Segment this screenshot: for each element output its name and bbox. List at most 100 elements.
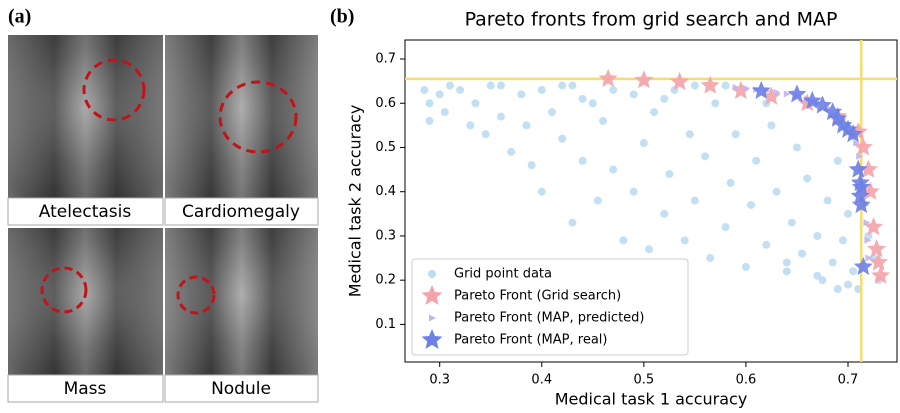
x-tick-label: 0.3 — [429, 373, 450, 388]
axes-frame — [404, 39, 898, 363]
grid-point — [711, 99, 720, 108]
grid-point — [568, 218, 577, 227]
star-point — [850, 186, 870, 205]
caption: Cardiomegaly — [182, 202, 300, 222]
grid-point — [507, 147, 516, 156]
star-point — [871, 265, 891, 284]
grid-point — [813, 231, 822, 240]
grid-point — [660, 94, 669, 103]
panel-label: (b) — [330, 6, 354, 28]
grid-point — [650, 108, 659, 117]
y-axis-label: Medical task 2 accuracy — [346, 105, 365, 298]
star-point — [598, 68, 618, 87]
grid-point — [588, 99, 597, 108]
star-point — [634, 70, 654, 89]
triangle-point — [773, 88, 781, 96]
grid-point — [721, 81, 730, 90]
grid-point — [599, 116, 608, 125]
triangle-point — [856, 152, 864, 160]
y-tick-label: 0.5 — [375, 140, 396, 155]
chart-title: Pareto fronts from grid search and MAP — [465, 9, 838, 31]
grid-point — [537, 85, 546, 94]
grid-point — [629, 187, 638, 196]
grid-point — [833, 156, 842, 165]
grid-point — [685, 130, 694, 139]
grid-point — [593, 196, 602, 205]
grid-point — [527, 161, 536, 170]
star-point — [848, 159, 868, 178]
grid-point — [706, 254, 715, 263]
star-point — [851, 195, 871, 214]
grid-point — [792, 143, 801, 152]
legend-label: Pareto Front (Grid search) — [454, 289, 621, 304]
grid-point — [639, 139, 648, 148]
grid-point — [558, 134, 567, 143]
xray-panel: Atelectasis Cardiomegaly Mass Nodule — [7, 35, 319, 403]
star-point — [421, 285, 443, 305]
triangle-point — [742, 84, 750, 92]
grid-point — [803, 174, 812, 183]
x-tick-label: 0.4 — [531, 373, 552, 388]
grid-point — [420, 85, 429, 94]
star-point — [670, 72, 690, 91]
grid-point — [629, 90, 638, 99]
grid-point — [558, 81, 567, 90]
grid-point — [456, 85, 465, 94]
y-tick-label: 0.2 — [375, 273, 396, 288]
plot-area: 0.3 0.4 0.5 0.6 0.7 0.1 0.2 0.3 0.4 0.5 0.6 0.7 Grid… — [375, 39, 898, 388]
star-point — [853, 137, 873, 156]
grid-point — [690, 81, 699, 90]
grid-point — [726, 178, 735, 187]
triangle-point — [429, 314, 436, 322]
grid-point — [721, 223, 730, 232]
grid-point — [741, 262, 750, 271]
grid-point — [445, 81, 454, 90]
grid-point — [680, 236, 689, 245]
grid-point — [844, 209, 853, 218]
grid-point — [833, 285, 842, 294]
panel-label: (a) — [8, 6, 31, 28]
grid-point — [701, 152, 710, 161]
grid-point — [813, 271, 822, 280]
star-point — [853, 256, 873, 275]
y-tick-label: 0.6 — [375, 96, 396, 111]
grid-point — [838, 236, 847, 245]
grid-point — [762, 240, 771, 249]
grid-point — [486, 81, 495, 90]
grid-point — [481, 130, 490, 139]
star-point — [700, 75, 720, 94]
star-point — [421, 329, 443, 349]
triangle-point — [853, 139, 861, 147]
star-point — [867, 239, 887, 258]
triangle-point — [732, 83, 740, 91]
legend-box — [411, 258, 689, 356]
grid-point — [823, 196, 832, 205]
grid-point — [747, 200, 756, 209]
star-point — [851, 177, 871, 196]
legend-label: Pareto Front (MAP, real) — [454, 333, 607, 348]
triangle-point — [865, 254, 873, 262]
grid-point — [798, 249, 807, 258]
grid-point — [435, 90, 444, 99]
grid-point — [537, 187, 546, 196]
grid-point — [660, 209, 669, 218]
x-axis-label: Medical task 1 accuracy — [555, 390, 748, 409]
star-point — [858, 159, 878, 178]
grid-point — [767, 121, 776, 130]
grid-point — [440, 108, 449, 117]
y-tick-label: 0.1 — [375, 317, 396, 332]
lesion-circle — [82, 58, 146, 122]
grid-point — [517, 90, 526, 99]
x-tick-label: 0.7 — [838, 373, 859, 388]
grid-point — [568, 81, 577, 90]
star-point — [797, 93, 817, 112]
star-point — [751, 80, 771, 99]
grid-point — [428, 270, 436, 278]
grid-point — [547, 108, 556, 117]
grid-point — [578, 156, 587, 165]
legend-label: Pareto Front (MAP, predicted) — [454, 311, 645, 326]
triangle-point — [783, 90, 791, 98]
grid-point — [609, 165, 618, 174]
grid-point — [849, 267, 858, 276]
